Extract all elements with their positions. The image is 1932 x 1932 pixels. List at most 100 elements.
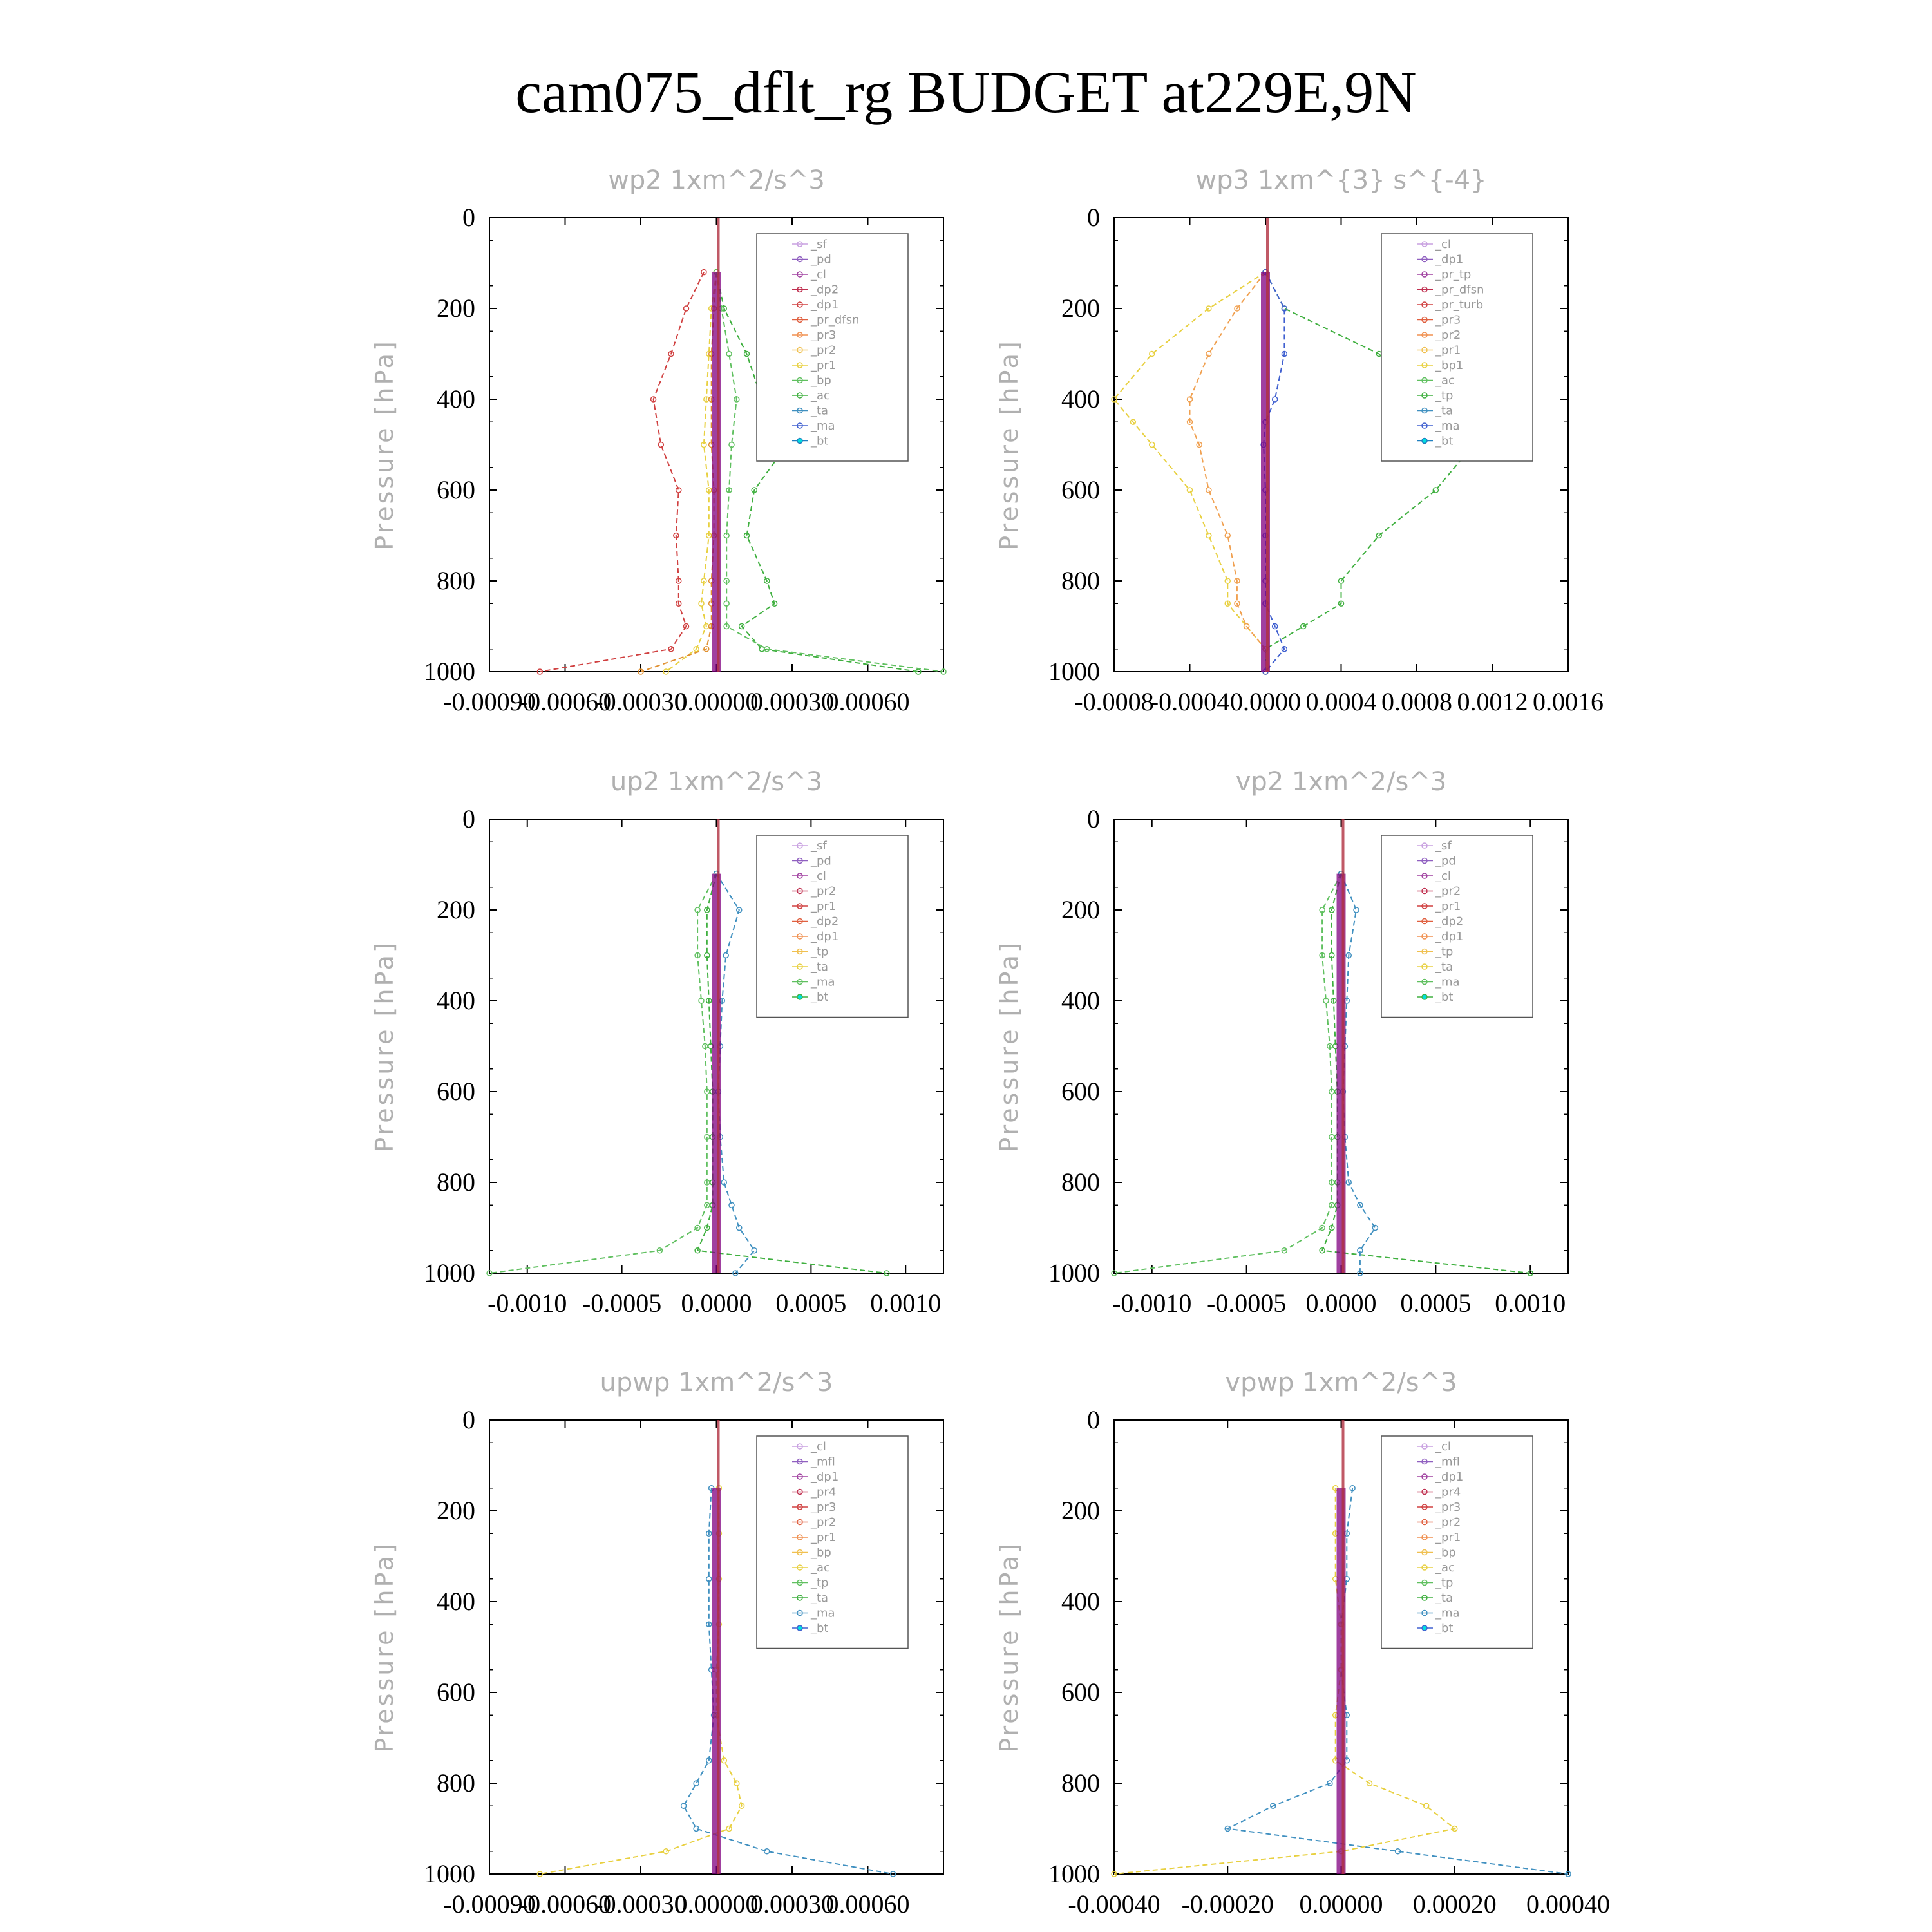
y-tick-label: 1000 bbox=[1048, 657, 1100, 686]
series-line-pr1 bbox=[665, 272, 717, 672]
data-point bbox=[1319, 1224, 1325, 1231]
x-tick-label: 0.0010 bbox=[1495, 1289, 1566, 1318]
legend-entry: _dp1 bbox=[1435, 253, 1463, 267]
y-tick-label: 200 bbox=[1061, 294, 1100, 323]
data-point bbox=[723, 578, 730, 584]
data-point bbox=[1329, 1202, 1335, 1208]
y-tick-label: 0 bbox=[462, 1405, 475, 1434]
legend-marker bbox=[1421, 1625, 1428, 1631]
chart-panel-4: vp2 1xm^2/s^3 Pressure [hPa] 0 200 400 600 800… bbox=[995, 767, 1569, 1318]
legend-entry: _bt bbox=[1435, 1622, 1453, 1635]
x-tick-label: 0.00060 bbox=[826, 1889, 910, 1918]
series-line-dp1 bbox=[540, 272, 705, 672]
legend-entry: _pr4 bbox=[810, 1486, 836, 1499]
x-tick-label: 0.00000 bbox=[675, 1889, 759, 1918]
legend-marker bbox=[1421, 1519, 1428, 1526]
legend-entry: _tp bbox=[1435, 389, 1453, 402]
panel-title: vp2 1xm^2/s^3 bbox=[1236, 767, 1447, 797]
legend-entry: _ta bbox=[810, 960, 828, 974]
y-tick-label: 400 bbox=[1061, 986, 1100, 1015]
legend-entry: _pr3 bbox=[1435, 314, 1461, 327]
legend-marker bbox=[1421, 948, 1428, 955]
data-point bbox=[764, 578, 770, 584]
data-point bbox=[764, 646, 770, 652]
legend-entry: _bt bbox=[1435, 990, 1453, 1004]
data-point bbox=[1111, 1871, 1117, 1877]
data-point bbox=[1357, 1247, 1363, 1254]
data-point bbox=[1224, 600, 1231, 607]
y-axis-label: Pressure [hPa] bbox=[370, 1541, 399, 1753]
series-line-dp2 bbox=[1321, 873, 1531, 1274]
legend-marker bbox=[1421, 377, 1428, 384]
legend-marker bbox=[797, 407, 803, 414]
y-tick-label: 600 bbox=[1061, 475, 1100, 504]
legend-entry: _bp1 bbox=[1435, 359, 1463, 372]
legend-marker bbox=[797, 1609, 803, 1616]
legend-marker bbox=[797, 1473, 803, 1480]
legend-marker bbox=[797, 346, 803, 354]
x-tick-label: 0.0012 bbox=[1457, 687, 1528, 716]
chart-panel-2: wp3 1xm^{3} s^{-4} Pressure [hPa] 0 200 400 6… bbox=[995, 166, 1604, 716]
data-point bbox=[1423, 1803, 1430, 1809]
data-point bbox=[1186, 487, 1193, 493]
data-point bbox=[1338, 600, 1345, 607]
y-axis-label: Pressure [hPa] bbox=[370, 940, 399, 1152]
legend-entry: _ac bbox=[810, 1561, 830, 1575]
legend-entry: _dp1 bbox=[810, 930, 838, 943]
y-tick-label: 800 bbox=[437, 1768, 475, 1797]
legend-marker bbox=[1421, 933, 1428, 940]
y-tick-label: 400 bbox=[1061, 384, 1100, 413]
y-tick-label: 400 bbox=[1061, 1587, 1100, 1616]
legend-entry: _pr4 bbox=[1435, 1486, 1461, 1499]
data-point bbox=[708, 1485, 715, 1492]
x-tick-label: 0.0004 bbox=[1306, 687, 1377, 716]
x-tick-label: 0.0000 bbox=[1306, 1289, 1377, 1318]
legend-entry: _cl bbox=[810, 268, 826, 281]
legend-marker bbox=[1421, 241, 1428, 247]
data-point bbox=[702, 1043, 708, 1050]
legend-entry: _pd bbox=[1435, 855, 1456, 868]
series-line-bp bbox=[715, 272, 918, 672]
data-point bbox=[1224, 1825, 1231, 1832]
legend-marker bbox=[797, 994, 803, 1000]
legend-marker bbox=[797, 887, 803, 895]
legend-marker bbox=[1421, 437, 1428, 444]
y-tick-label: 800 bbox=[437, 1168, 475, 1197]
legend-marker bbox=[1421, 1549, 1428, 1556]
series-line-tp bbox=[683, 1488, 893, 1875]
data-point bbox=[1323, 998, 1329, 1004]
series-line-pr1 bbox=[1113, 271, 1266, 672]
chart-panel-6: vpwp 1xm^2/s^3 Pressure [hPa] 0 200 400 600 80… bbox=[995, 1368, 1610, 1918]
data-point bbox=[1353, 907, 1359, 913]
data-point bbox=[1186, 396, 1193, 402]
series-line-pr3 bbox=[640, 272, 717, 672]
series-line-bp1 bbox=[1265, 272, 1513, 672]
legend-marker bbox=[797, 301, 803, 308]
legend-entry: _ma bbox=[810, 419, 835, 433]
legend-entry: _ma bbox=[810, 1607, 835, 1620]
data-point bbox=[1376, 532, 1382, 539]
legend-marker bbox=[797, 271, 803, 278]
data-point bbox=[1452, 1825, 1458, 1832]
legend-entry: _cl bbox=[1435, 869, 1451, 883]
data-point bbox=[704, 1224, 710, 1231]
panel-title: upwp 1xm^2/s^3 bbox=[600, 1368, 833, 1397]
y-axis-label: Pressure [hPa] bbox=[995, 339, 1023, 551]
data-point bbox=[728, 1202, 735, 1208]
data-point bbox=[736, 907, 743, 913]
legend-entry: _pr_dfsn bbox=[1435, 283, 1484, 297]
y-tick-label: 600 bbox=[1061, 1077, 1100, 1106]
x-tick-label: 0.00040 bbox=[1526, 1889, 1610, 1918]
legend-marker bbox=[797, 1504, 803, 1510]
data-point bbox=[704, 1088, 710, 1095]
legend-entry: _cl bbox=[1435, 238, 1451, 251]
data-point bbox=[1206, 532, 1212, 539]
series-line-pr1 bbox=[1113, 1488, 1457, 1875]
legend-marker bbox=[797, 903, 803, 909]
legend-entry: _bt bbox=[810, 1622, 828, 1635]
legend-marker bbox=[1421, 1609, 1428, 1616]
legend-marker bbox=[797, 1534, 803, 1540]
data-point bbox=[706, 1576, 712, 1582]
data-point bbox=[1319, 952, 1325, 959]
data-point bbox=[668, 646, 674, 652]
